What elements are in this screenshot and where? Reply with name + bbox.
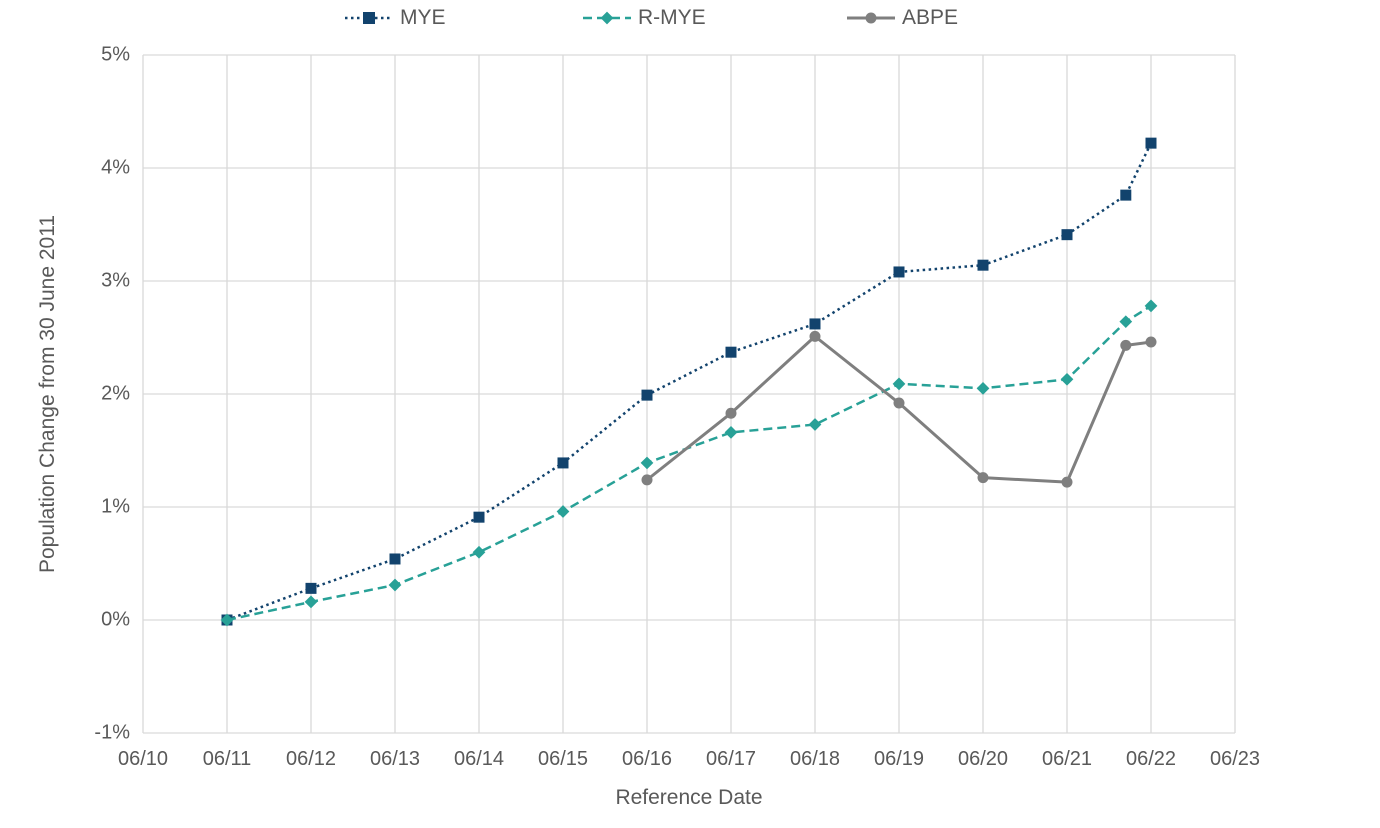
legend-item-mye[interactable]: MYE xyxy=(345,6,446,30)
x-tick-label: 06/10 xyxy=(117,748,169,770)
y-tick-label: 2% xyxy=(101,382,130,405)
x-axis-title: Reference Date xyxy=(615,786,763,809)
legend-label-r-mye: R-MYE xyxy=(638,6,706,29)
x-tick-label: 06/18 xyxy=(789,748,841,770)
y-axis-title: Population Change from 30 June 2011 xyxy=(36,214,59,574)
x-tick-label: 06/20 xyxy=(957,748,1009,770)
x-tick-label: 06/15 xyxy=(537,748,589,770)
legend-label-abpe: ABPE xyxy=(902,6,959,29)
x-tick-label: 06/13 xyxy=(369,748,421,770)
y-tick-label: 3% xyxy=(101,269,130,292)
x-tick-label: 06/16 xyxy=(621,748,673,770)
x-tick-label: 06/14 xyxy=(453,748,505,770)
x-tick-label: 06/23 xyxy=(1209,748,1261,770)
legend-label-mye: MYE xyxy=(400,6,446,29)
x-tick-label: 06/19 xyxy=(873,748,925,770)
legend-item-abpe[interactable]: ABPE xyxy=(847,6,958,30)
mye-line-sample-icon xyxy=(345,12,393,24)
y-tick-label: 0% xyxy=(101,608,130,631)
x-tick-label: 06/12 xyxy=(285,748,337,770)
y-tick-label: 5% xyxy=(101,43,130,66)
r-mye-line-sample-icon xyxy=(583,11,631,25)
x-tick-label: 06/11 xyxy=(202,748,252,770)
y-tick-label: -1% xyxy=(94,721,130,744)
legend-item-r-mye[interactable]: R-MYE xyxy=(583,6,706,30)
abpe-line-sample-icon xyxy=(847,12,895,24)
x-tick-label: 06/21 xyxy=(1041,748,1093,770)
y-tick-label: 1% xyxy=(101,495,130,518)
x-tick-label: 06/22 xyxy=(1125,748,1177,770)
y-tick-label: 4% xyxy=(101,156,130,179)
x-tick-label: 06/17 xyxy=(705,748,757,770)
